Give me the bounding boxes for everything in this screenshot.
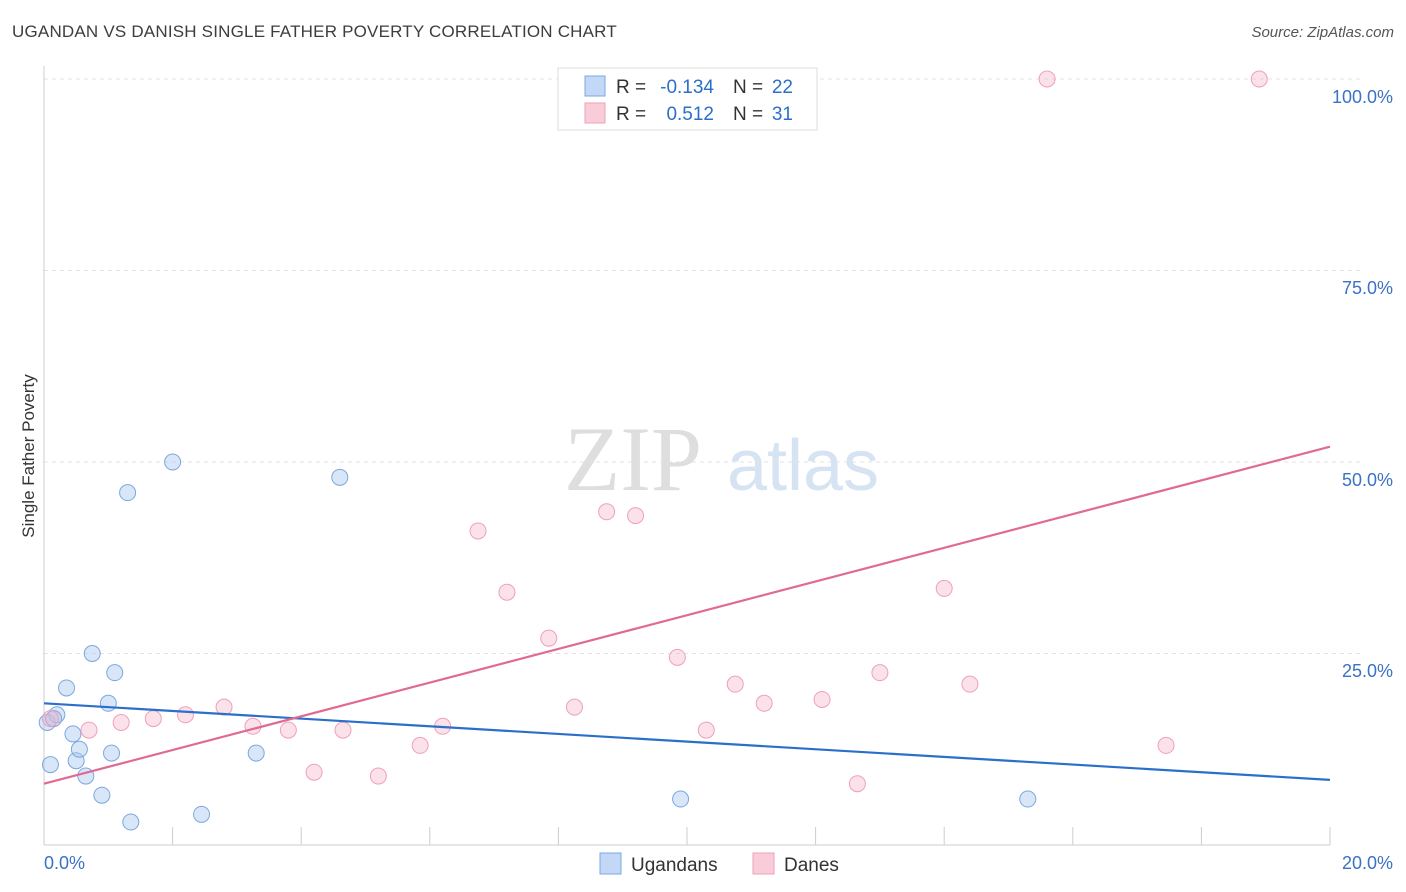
points-layer [38, 70, 1268, 831]
point-ugandans-3 [64, 725, 82, 743]
point-danes-5 [215, 698, 233, 716]
watermark-zip: ZIP [564, 408, 702, 510]
watermark-atlas: atlas [727, 426, 879, 506]
grid-layer [44, 78, 1364, 654]
point-danes-22 [755, 694, 773, 712]
legend-label-danes: Danes [784, 855, 839, 876]
point-danes-0 [41, 710, 59, 728]
point-danes-13 [469, 522, 487, 540]
point-danes-19 [668, 648, 686, 666]
point-danes-17 [598, 503, 616, 521]
stats-n-value-danes: 31 [772, 104, 793, 125]
legend-swatch-ugandans [599, 852, 622, 875]
point-ugandans-8 [93, 786, 111, 804]
point-danes-20 [697, 721, 715, 739]
point-ugandans-11 [106, 664, 124, 682]
point-danes-1 [80, 721, 98, 739]
y-axis-title: Single Father Poverty [19, 374, 38, 538]
point-danes-14 [498, 583, 516, 601]
point-danes-6 [244, 717, 262, 735]
point-ugandans-10 [103, 744, 121, 762]
point-ugandans-15 [193, 805, 211, 823]
stats-n-value-ugandans: 22 [772, 77, 793, 98]
point-danes-26 [935, 579, 953, 597]
point-ugandans-19 [1019, 790, 1037, 808]
point-danes-3 [144, 710, 162, 728]
point-danes-23 [813, 690, 831, 708]
trendline-ugandans [43, 702, 1331, 781]
point-danes-25 [871, 664, 889, 682]
point-ugandans-18 [672, 790, 690, 808]
trend-layer [43, 445, 1331, 785]
stats-r-label-ugandans: R = [616, 77, 646, 98]
point-danes-28 [1038, 70, 1056, 88]
point-danes-15 [540, 629, 558, 647]
stats-r-label-danes: R = [616, 104, 646, 125]
trendline-danes [43, 445, 1331, 785]
point-ugandans-5 [70, 740, 88, 758]
y-tick-label-50: 50.0% [1342, 470, 1393, 490]
point-danes-11 [411, 736, 429, 754]
stats-r-value-ugandans: -0.134 [660, 77, 714, 98]
point-danes-21 [726, 675, 744, 693]
point-ugandans-12 [119, 484, 137, 502]
point-danes-29 [1157, 736, 1175, 754]
point-danes-27 [961, 675, 979, 693]
point-danes-7 [279, 721, 297, 739]
stats-r-value-danes: 0.512 [666, 104, 714, 125]
y-tick-label-25: 25.0% [1342, 661, 1393, 681]
point-ugandans-9 [99, 694, 117, 712]
legend-swatch-danes [752, 852, 775, 875]
stats-n-label-ugandans: N = [733, 77, 763, 98]
point-danes-24 [848, 775, 866, 793]
chart-title: UGANDAN VS DANISH SINGLE FATHER POVERTY … [12, 22, 617, 41]
x-tick-label-min: 0.0% [44, 853, 85, 873]
point-danes-30 [1250, 70, 1268, 88]
point-ugandans-7 [83, 645, 101, 662]
point-danes-8 [305, 763, 323, 781]
source-label: Source: ZipAtlas.com [1251, 24, 1394, 41]
point-danes-4 [176, 706, 194, 724]
stats-legend: R = -0.134 N = 22 R = 0.512 N = 31 [557, 67, 818, 131]
x-tick-label-max: 20.0% [1342, 853, 1393, 873]
stats-n-label-danes: N = [733, 104, 763, 125]
point-ugandans-20 [41, 756, 59, 774]
point-danes-18 [627, 507, 645, 525]
stats-legend-swatch-ugandans [584, 75, 606, 97]
point-danes-10 [369, 767, 387, 785]
point-ugandans-13 [122, 813, 140, 831]
bottom-legend: Ugandans Danes [599, 852, 839, 876]
point-ugandans-17 [331, 468, 349, 486]
point-danes-16 [565, 698, 583, 716]
point-danes-2 [112, 713, 130, 731]
point-ugandans-16 [247, 744, 265, 762]
point-ugandans-2 [58, 679, 76, 697]
y-tick-label-100: 100.0% [1332, 87, 1393, 107]
point-ugandans-14 [164, 453, 182, 471]
point-danes-9 [334, 721, 352, 739]
legend-label-ugandans: Ugandans [631, 855, 718, 876]
y-tick-label-75: 75.0% [1342, 278, 1393, 298]
stats-legend-swatch-danes [584, 102, 606, 124]
